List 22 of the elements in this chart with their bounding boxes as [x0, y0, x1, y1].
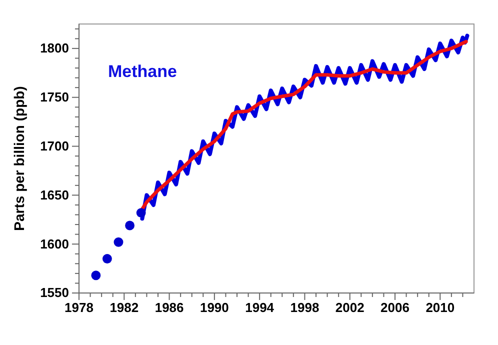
y-tick-label: 1800: [40, 40, 69, 56]
y-tick-label: 1650: [40, 187, 69, 202]
y-tick-label: 1550: [40, 285, 69, 300]
y-tick-label: 1700: [40, 138, 69, 154]
point: [114, 237, 124, 247]
point: [102, 254, 112, 264]
x-tick-label: 1982: [110, 300, 139, 316]
x-tick-label: 1994: [245, 300, 275, 316]
point: [91, 270, 101, 280]
point: [125, 220, 135, 230]
x-tick-label: 1998: [290, 300, 320, 316]
x-tick-label: 2002: [335, 300, 364, 316]
point: [136, 208, 146, 218]
y-axis-title: Parts per billion (ppb): [11, 86, 27, 231]
x-tick-label: 2006: [380, 300, 410, 316]
x-tick-label: 1990: [200, 300, 229, 316]
x-tick-label: 1978: [64, 300, 94, 316]
x-tick-label: 2010: [426, 300, 455, 316]
annotation: Methane: [108, 62, 177, 81]
y-tick-label: 1750: [40, 90, 69, 105]
x-tick-label: 1986: [154, 300, 184, 316]
y-tick-label: 1600: [40, 236, 69, 252]
